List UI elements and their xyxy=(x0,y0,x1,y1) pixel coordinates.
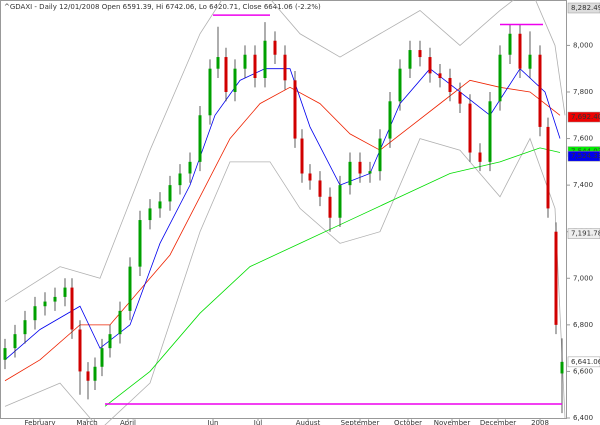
candle-body xyxy=(108,334,112,349)
price-label-box xyxy=(567,111,600,123)
candle-body xyxy=(224,57,228,92)
candle-body xyxy=(348,161,352,186)
x-tick-label: March xyxy=(76,419,97,425)
candle-body xyxy=(408,50,412,69)
candle-body xyxy=(138,220,142,267)
y-tick-label: 6,400 xyxy=(573,414,593,422)
candle-body xyxy=(283,54,287,81)
price-label-box xyxy=(567,150,600,162)
x-tick-label: April xyxy=(120,419,136,425)
y-tick-label: 7,000 xyxy=(573,274,593,282)
candle-body xyxy=(33,306,37,321)
candle-body xyxy=(448,78,452,92)
candle-body xyxy=(518,33,522,69)
candle-body xyxy=(418,50,422,58)
y-tick-label: 7,600 xyxy=(573,135,593,143)
candle-body xyxy=(293,80,297,139)
x-tick-label: February xyxy=(24,419,55,425)
candle-body xyxy=(273,40,277,55)
x-tick-label: Jul xyxy=(253,419,263,425)
indicator-line xyxy=(4,79,561,382)
price-label: 8,282.49 xyxy=(571,4,600,12)
candle-body xyxy=(243,54,247,69)
candle-body xyxy=(554,231,558,325)
candle-body xyxy=(188,161,192,174)
candle-body xyxy=(546,126,550,209)
candle-body xyxy=(43,301,47,307)
x-tick-label: December xyxy=(480,419,516,425)
candle-body xyxy=(93,366,97,381)
candle-body xyxy=(300,138,304,174)
indicator-line xyxy=(104,147,561,407)
candle-body xyxy=(53,296,57,302)
candle-body xyxy=(378,138,382,172)
y-tick-label: 7,800 xyxy=(573,88,593,96)
price-label: 7,191.78 xyxy=(571,230,600,238)
candle-body xyxy=(216,57,220,69)
y-tick-label: 7,400 xyxy=(573,181,593,189)
candle-body xyxy=(458,91,462,104)
candle-body xyxy=(78,329,82,372)
candle-body xyxy=(208,68,212,116)
y-tick-label: 6,600 xyxy=(573,367,593,375)
price-label: 6,641.06 xyxy=(571,358,600,366)
candle-body xyxy=(100,348,104,367)
indicator-line xyxy=(4,0,566,302)
candle-body xyxy=(158,201,162,209)
candle-body xyxy=(118,310,122,335)
x-tick-label: 2008 xyxy=(531,419,549,425)
candle-body xyxy=(86,371,90,381)
candle-body xyxy=(253,54,257,79)
candle-body xyxy=(168,185,172,202)
indicator-line xyxy=(4,137,566,425)
price-label-box xyxy=(567,356,600,368)
candle-body xyxy=(338,185,342,218)
candle-body xyxy=(198,115,202,162)
candle-body xyxy=(178,173,182,186)
candle-body xyxy=(488,101,492,162)
price-label-box xyxy=(567,228,600,239)
candle-body xyxy=(478,152,482,162)
candle-body xyxy=(508,33,512,55)
candle-body xyxy=(128,266,132,311)
candle-body xyxy=(70,287,74,330)
candle-body xyxy=(388,101,392,139)
price-label-box xyxy=(567,2,600,14)
candle-body xyxy=(3,348,7,360)
chart-title: ^GDAXI - Daily 12/01/2008 Open 6591.39, … xyxy=(4,3,321,11)
candle-body xyxy=(233,68,237,92)
x-tick-label: November xyxy=(434,419,471,425)
candle-body xyxy=(368,171,372,174)
candle-body xyxy=(468,103,472,153)
candle-body xyxy=(263,40,267,79)
x-tick-label: Jun xyxy=(207,419,219,425)
candle-body xyxy=(308,173,312,181)
candle-body xyxy=(538,54,542,127)
candle-body xyxy=(560,361,564,374)
candle-body xyxy=(498,54,502,102)
plot-frame xyxy=(0,0,567,419)
candle-body xyxy=(13,334,17,349)
candle-body xyxy=(438,73,442,79)
candle-body xyxy=(318,180,322,197)
y-tick-label: 8,000 xyxy=(573,41,593,49)
candle-body xyxy=(428,57,432,74)
y-tick-label: 6,800 xyxy=(573,321,593,329)
x-tick-label: August xyxy=(296,419,321,425)
candle-body xyxy=(528,54,532,69)
price-label: 7,692.40 xyxy=(571,113,600,121)
candle-body xyxy=(398,68,402,102)
candle-body xyxy=(23,320,27,335)
candle-body xyxy=(63,287,67,297)
candle-body xyxy=(148,208,152,221)
candle-body xyxy=(358,161,362,174)
candle-body xyxy=(328,196,332,218)
x-tick-label: September xyxy=(341,419,380,425)
x-tick-label: October xyxy=(394,419,422,425)
price-label: 7,524.33 xyxy=(571,152,600,160)
